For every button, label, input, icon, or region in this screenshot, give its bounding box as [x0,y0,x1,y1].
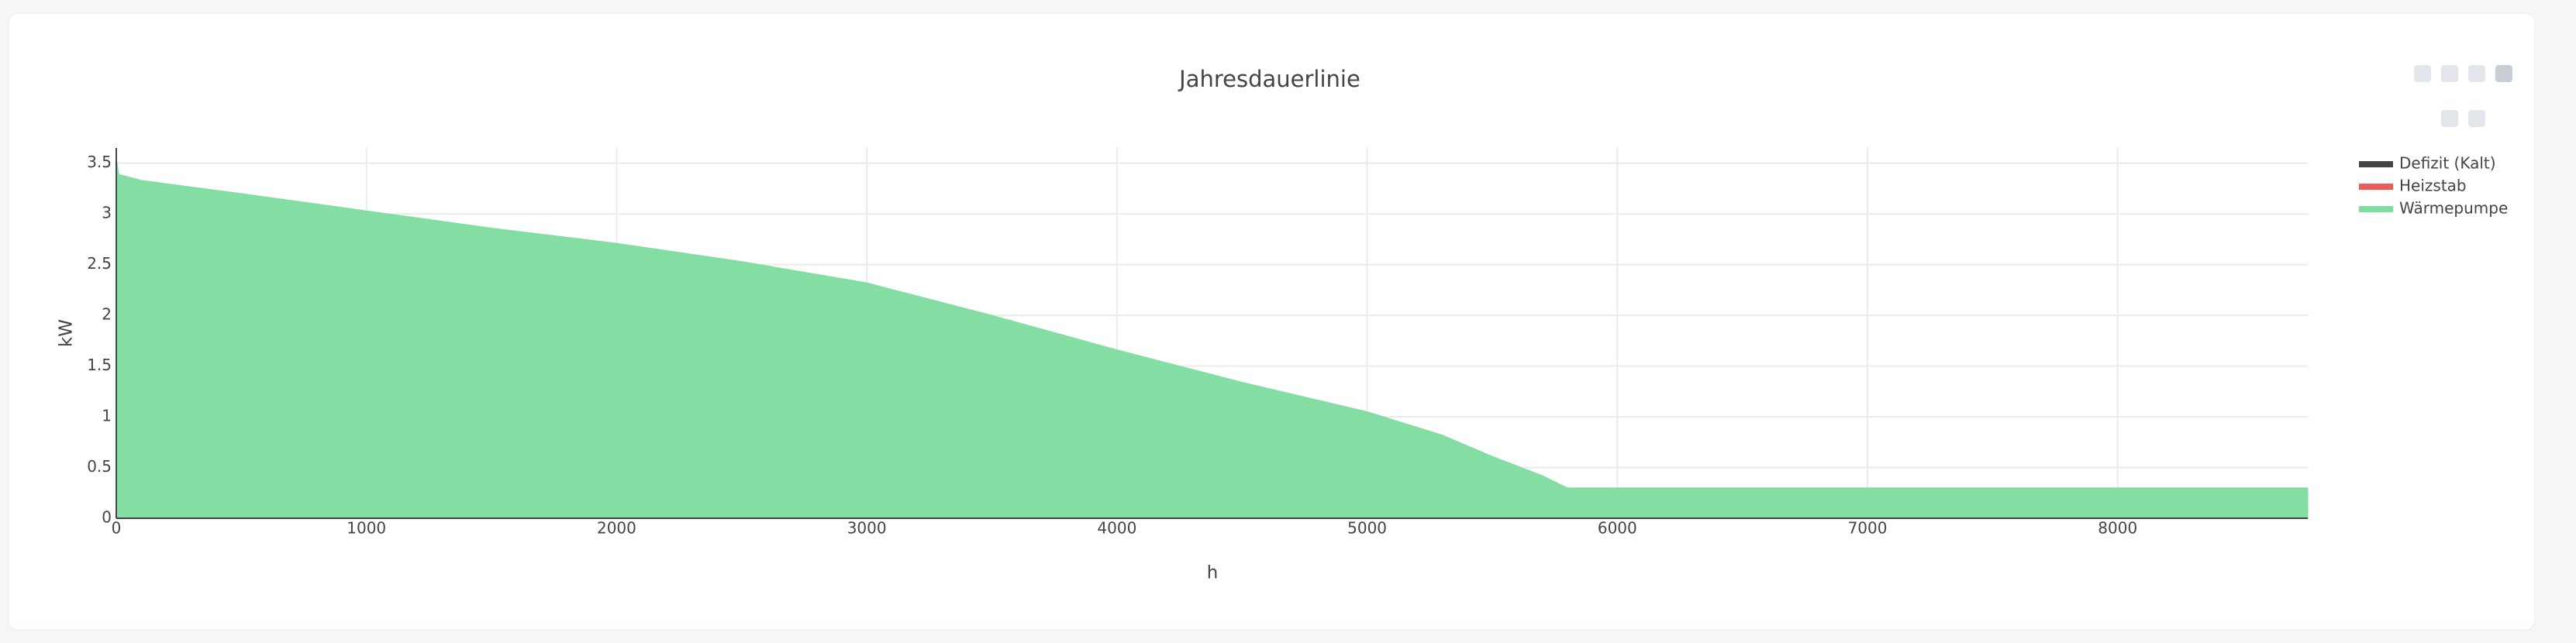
x-axis-label: h [1207,563,1219,583]
legend-label: Heizstab [2399,177,2467,195]
y-tick-label: 2 [102,305,112,324]
x-tick-label: 6000 [1598,519,1637,538]
area [116,156,2309,519]
chart-title: Jahresdauerlinie [1178,66,1360,92]
modebar-button[interactable] [2414,65,2431,82]
y-axis-label: kW [57,319,77,347]
x-tick-label: 2000 [597,519,636,538]
x-tick-label: 5000 [1347,519,1387,538]
y-tick-label: 1.5 [87,356,112,374]
y-tick-label: 0.5 [87,457,112,476]
x-tick-label: 3000 [847,519,887,538]
modebar-button[interactable] [2495,65,2512,82]
modebar-button[interactable] [2441,65,2458,82]
y-tick-label: 3.5 [87,153,112,171]
y-tick-label: 0 [102,508,112,527]
x-tick-label: 1000 [347,519,386,538]
legend-label: Wärmepumpe [2399,199,2508,218]
y-tick-label: 3 [102,204,112,222]
x-tick-label: 0 [112,519,122,538]
y-tick-label: 1 [102,407,112,425]
modebar-button[interactable] [2441,110,2458,127]
y-tick-label: 2.5 [87,254,112,273]
legend-label: Defizit (Kalt) [2399,154,2496,173]
modebar-button[interactable] [2468,65,2485,82]
x-tick-label: 7000 [1848,519,1888,538]
modebar [2414,65,2512,127]
x-tick-label: 4000 [1097,519,1136,538]
x-tick-label: 8000 [2098,519,2137,538]
modebar-button[interactable] [2468,110,2485,127]
